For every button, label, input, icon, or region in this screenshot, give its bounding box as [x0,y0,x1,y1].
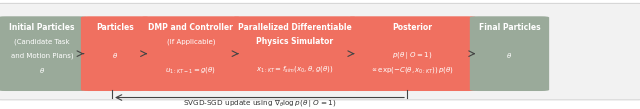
Text: $\propto \exp(-C(\theta, x_{0:KT}))\, p(\theta)$: $\propto \exp(-C(\theta, x_{0:KT}))\, p(… [371,65,454,75]
Text: Physics Simulator: Physics Simulator [256,37,333,46]
Text: $\theta$: $\theta$ [506,51,513,60]
FancyBboxPatch shape [0,3,640,100]
Text: Posterior: Posterior [392,23,433,32]
Text: $u_{1:KT-1} = g(\theta)$: $u_{1:KT-1} = g(\theta)$ [166,65,216,75]
Text: SVGD-SGD update using $\nabla_\theta \log p(\theta \mid O=1)$: SVGD-SGD update using $\nabla_\theta \lo… [183,98,336,109]
Text: $\theta$: $\theta$ [112,51,118,60]
Text: $x_{1:KT} = f_{sim}(x_0, \theta, g(\theta))$: $x_{1:KT} = f_{sim}(x_0, \theta, g(\thet… [256,64,333,74]
Text: Final Particles: Final Particles [479,23,540,32]
FancyBboxPatch shape [470,16,549,91]
Text: $p(\theta \mid O=1)$: $p(\theta \mid O=1)$ [392,50,433,61]
FancyBboxPatch shape [141,16,240,91]
FancyBboxPatch shape [81,16,148,91]
Text: Particles: Particles [96,23,134,32]
Text: (If Applicable): (If Applicable) [166,38,215,44]
FancyBboxPatch shape [0,16,86,91]
Text: Parallelized Differentiable: Parallelized Differentiable [237,23,351,32]
Text: $\theta$: $\theta$ [39,66,45,75]
Text: and Motion Plans): and Motion Plans) [11,52,74,59]
FancyBboxPatch shape [349,16,476,91]
Text: (Candidate Task: (Candidate Task [14,38,70,44]
Text: DMP and Controller: DMP and Controller [148,23,234,32]
FancyBboxPatch shape [233,16,356,91]
Text: Initial Particles: Initial Particles [10,23,75,32]
